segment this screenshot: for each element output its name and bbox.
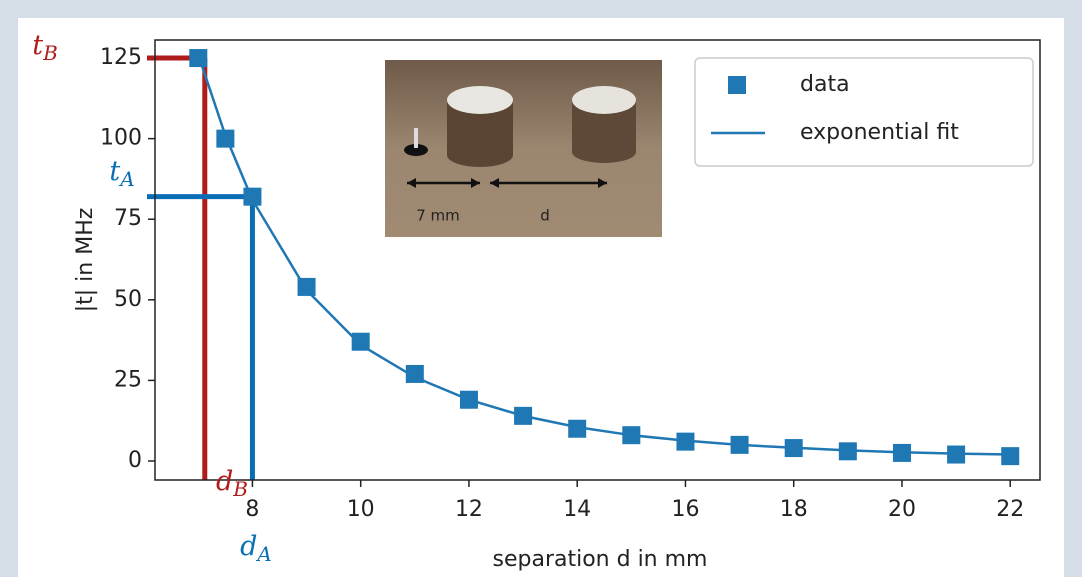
annotation-subscript: B	[232, 477, 248, 501]
y-tick-label: 75	[114, 206, 142, 231]
x-tick-label: 14	[563, 497, 591, 522]
x-tick-label: 20	[888, 497, 916, 522]
data-point	[189, 49, 207, 67]
data-point	[298, 278, 316, 296]
data-point	[460, 391, 478, 409]
annotation-symbol: d	[240, 531, 257, 562]
annotation-symbol: t	[109, 156, 120, 187]
data-point	[352, 333, 370, 351]
legend-label: data	[800, 72, 850, 97]
y-tick-label: 25	[114, 367, 142, 392]
annotation-subscript: A	[118, 167, 134, 191]
inset-photo: 7 mm d	[385, 60, 662, 237]
data-point	[839, 442, 857, 460]
inset-label: 7 mm	[416, 207, 460, 225]
annotation-symbol: t	[32, 30, 43, 61]
x-tick-label: 10	[347, 497, 375, 522]
y-axis-label: |t| in MHz	[73, 208, 98, 313]
x-tick-label: 22	[996, 497, 1024, 522]
data-point	[568, 420, 586, 438]
data-point	[947, 446, 965, 464]
data-point	[243, 188, 261, 206]
data-point	[785, 439, 803, 457]
data-point	[1001, 447, 1019, 465]
cylinder-top	[572, 86, 636, 114]
legend-marker	[728, 76, 746, 94]
y-tick-label: 100	[100, 126, 142, 151]
x-tick-label: 18	[780, 497, 808, 522]
data-point	[406, 365, 424, 383]
data-point	[893, 444, 911, 462]
x-axis-label: separation d in mm	[493, 547, 708, 572]
legend-label: exponential fit	[800, 120, 959, 145]
data-point	[676, 433, 694, 451]
y-tick-label: 0	[128, 448, 142, 473]
y-tick-label: 50	[114, 287, 142, 312]
data-point	[216, 130, 234, 148]
cylinder-base	[572, 141, 636, 163]
data-point	[514, 407, 532, 425]
page: 8101214161820220255075100125tBdBtAdAdata…	[0, 0, 1082, 577]
annotation-symbol: d	[216, 466, 233, 497]
data-point	[731, 436, 749, 454]
x-tick-label: 12	[455, 497, 483, 522]
y-tick-label: 125	[100, 45, 142, 70]
cylinder-base	[447, 143, 513, 167]
x-tick-label: 8	[245, 497, 259, 522]
annotation-subscript: B	[42, 41, 58, 65]
annotation-subscript: A	[255, 542, 271, 566]
legend-box	[695, 58, 1033, 166]
inset-label: d	[540, 207, 550, 225]
chart: 8101214161820220255075100125tBdBtAdAdata…	[0, 0, 1082, 577]
cylinder-top	[447, 86, 513, 114]
data-point	[622, 426, 640, 444]
x-tick-label: 16	[671, 497, 699, 522]
